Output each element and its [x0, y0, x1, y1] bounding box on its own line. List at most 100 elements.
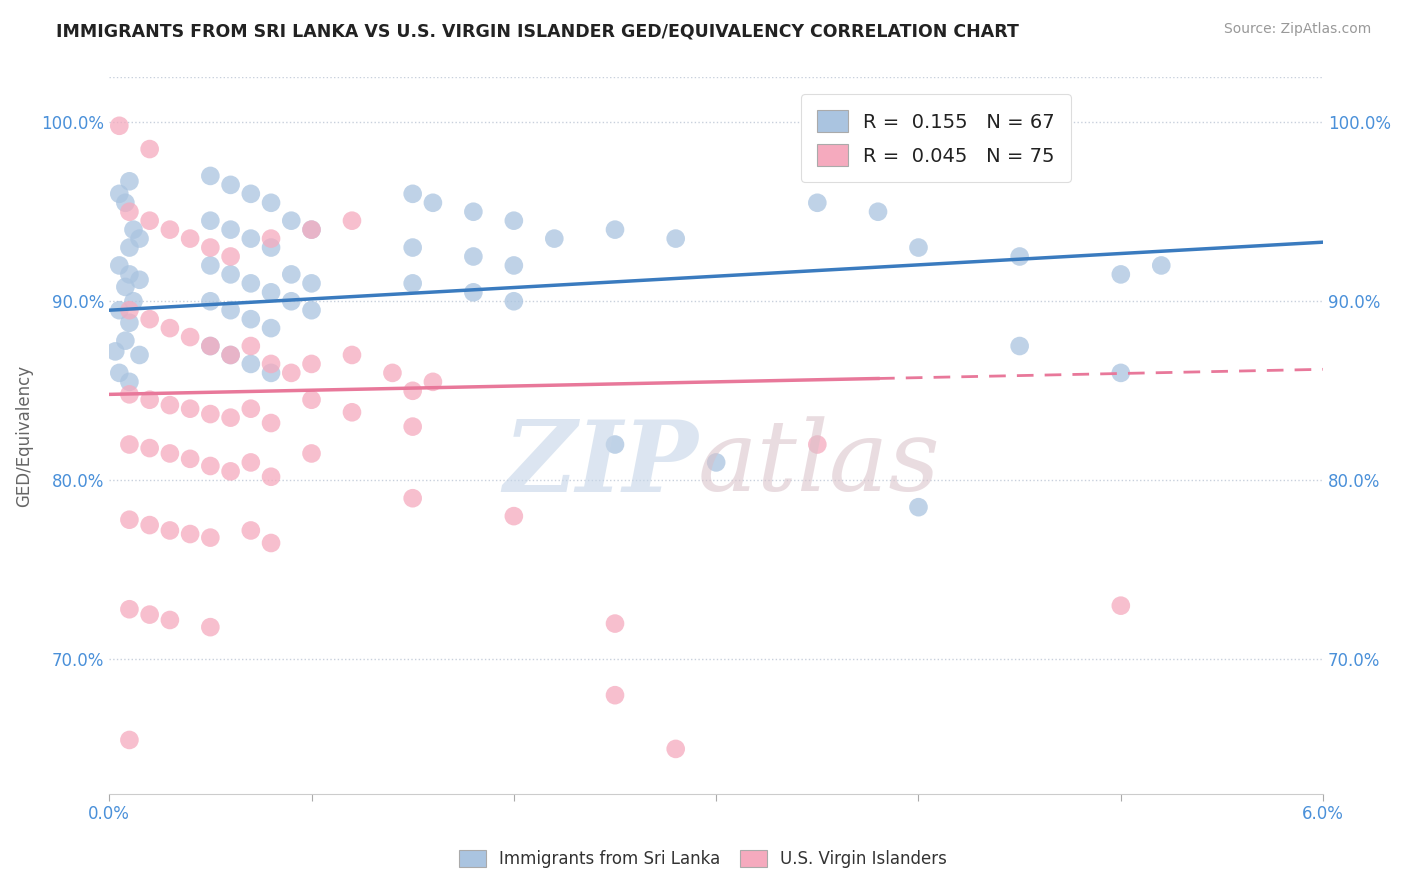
Point	[1109, 599, 1132, 613]
Point	[402, 186, 425, 201]
Point	[260, 416, 283, 430]
Point	[704, 455, 727, 469]
Point	[159, 398, 181, 412]
Point	[502, 213, 524, 227]
Point	[422, 195, 444, 210]
Point	[108, 119, 131, 133]
Point	[280, 366, 302, 380]
Point	[219, 222, 242, 236]
Point	[159, 524, 181, 538]
Point	[381, 366, 404, 380]
Point	[122, 222, 145, 236]
Point	[502, 259, 524, 273]
Point	[200, 213, 222, 227]
Point	[200, 407, 222, 421]
Point	[239, 339, 262, 353]
Point	[402, 419, 425, 434]
Point	[239, 312, 262, 326]
Point	[301, 303, 323, 318]
Point	[108, 186, 131, 201]
Point	[219, 268, 242, 282]
Point	[665, 231, 688, 245]
Point	[543, 231, 565, 245]
Point	[179, 231, 201, 245]
Point	[118, 174, 141, 188]
Point	[138, 441, 160, 455]
Point	[239, 186, 262, 201]
Point	[219, 410, 242, 425]
Point	[806, 195, 828, 210]
Point	[159, 613, 181, 627]
Point	[200, 339, 222, 353]
Point	[200, 458, 222, 473]
Point	[402, 384, 425, 398]
Point	[1150, 259, 1173, 273]
Point	[340, 405, 363, 419]
Point	[280, 268, 302, 282]
Y-axis label: GED/Equivalency: GED/Equivalency	[15, 365, 32, 507]
Point	[463, 250, 485, 264]
Point	[138, 518, 160, 533]
Point	[108, 366, 131, 380]
Point	[260, 195, 283, 210]
Point	[340, 348, 363, 362]
Point	[301, 222, 323, 236]
Point	[301, 357, 323, 371]
Point	[1008, 250, 1031, 264]
Point	[118, 733, 141, 747]
Point	[463, 285, 485, 300]
Point	[219, 178, 242, 192]
Point	[219, 303, 242, 318]
Point	[179, 330, 201, 344]
Point	[260, 285, 283, 300]
Point	[108, 259, 131, 273]
Point	[108, 303, 131, 318]
Point	[806, 437, 828, 451]
Point	[114, 334, 136, 348]
Point	[603, 688, 626, 702]
Point	[128, 273, 150, 287]
Point	[200, 294, 222, 309]
Point	[200, 531, 222, 545]
Point	[200, 620, 222, 634]
Point	[128, 231, 150, 245]
Point	[114, 280, 136, 294]
Point	[260, 231, 283, 245]
Point	[301, 392, 323, 407]
Point	[340, 213, 363, 227]
Point	[179, 451, 201, 466]
Point	[138, 392, 160, 407]
Point	[118, 204, 141, 219]
Point	[603, 616, 626, 631]
Point	[402, 241, 425, 255]
Point	[118, 513, 141, 527]
Point	[239, 357, 262, 371]
Point	[239, 455, 262, 469]
Point	[260, 366, 283, 380]
Point	[219, 250, 242, 264]
Point	[502, 509, 524, 524]
Point	[260, 536, 283, 550]
Point	[260, 469, 283, 483]
Point	[104, 344, 127, 359]
Point	[603, 437, 626, 451]
Point	[1109, 268, 1132, 282]
Point	[260, 357, 283, 371]
Point	[1109, 366, 1132, 380]
Point	[260, 321, 283, 335]
Point	[118, 241, 141, 255]
Point	[402, 277, 425, 291]
Point	[138, 607, 160, 622]
Point	[280, 213, 302, 227]
Point	[159, 222, 181, 236]
Point	[118, 303, 141, 318]
Point	[907, 241, 929, 255]
Point	[301, 277, 323, 291]
Point	[422, 375, 444, 389]
Point	[200, 339, 222, 353]
Point	[239, 231, 262, 245]
Point	[502, 294, 524, 309]
Point	[128, 348, 150, 362]
Point	[866, 204, 889, 219]
Point	[402, 491, 425, 506]
